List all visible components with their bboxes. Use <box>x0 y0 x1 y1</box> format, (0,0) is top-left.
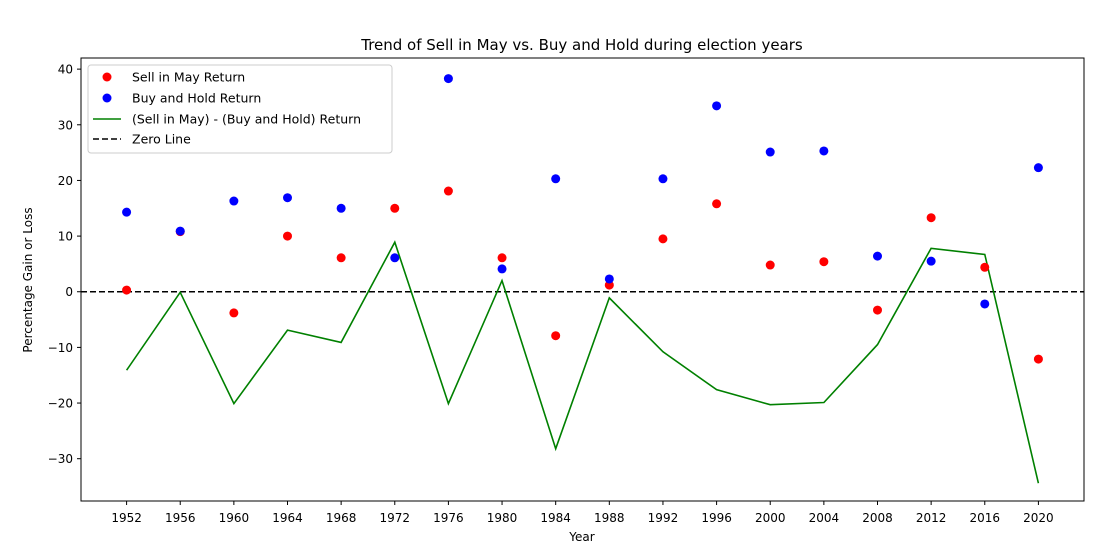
x-tick-label: 1960 <box>219 511 250 525</box>
buy-and-hold-point <box>765 147 775 157</box>
plot-area <box>81 74 1084 484</box>
x-tick-label: 1968 <box>326 511 357 525</box>
sell-in-may-point <box>819 257 829 267</box>
buy-and-hold-point <box>604 274 614 284</box>
legend-item-buy-and-hold-label: Buy and Hold Return <box>132 91 261 106</box>
y-tick-label: 10 <box>58 230 73 244</box>
y-tick-label: 0 <box>65 285 73 299</box>
y-tick-label: −10 <box>48 341 73 355</box>
buy-and-hold-point <box>443 74 453 84</box>
x-axis: 1952 1956 1960 1964 1968 1972 1976 1980 1984 1988… <box>111 501 1054 525</box>
buy-and-hold-point <box>283 193 292 203</box>
x-tick-label: 1996 <box>701 511 732 525</box>
x-axis-label: Year <box>568 530 594 543</box>
buy-and-hold-point <box>122 207 132 217</box>
x-tick-label: 2000 <box>755 511 786 525</box>
legend-frame <box>87 64 393 154</box>
x-tick-label: 2016 <box>969 511 1000 525</box>
legend: Sell in May Return Buy and Hold Return (Se… <box>87 64 393 154</box>
sell-in-may-point <box>1033 354 1043 364</box>
legend-item-zero-line-label: Zero Line <box>132 132 191 147</box>
x-tick-label: 2020 <box>1023 511 1054 525</box>
legend-item-difference-label: (Sell in May) - (Buy and Hold) Return <box>132 112 361 127</box>
x-tick-label: 1984 <box>540 511 571 525</box>
legend-item-sell-in-may-label: Sell in May Return <box>132 70 245 85</box>
buy-and-hold-point <box>658 174 668 184</box>
y-axis-label: Percentage Gain or Loss <box>21 207 35 352</box>
y-tick-label: −20 <box>48 397 73 411</box>
buy-and-hold-point <box>873 251 882 261</box>
buy-and-hold-point <box>980 299 990 309</box>
buy-and-hold-point <box>926 256 936 266</box>
x-tick-label: 2008 <box>862 511 893 525</box>
buy-and-hold-point <box>551 174 561 184</box>
buy-and-hold-point <box>229 196 239 206</box>
buy-and-hold-point <box>1033 163 1043 173</box>
x-tick-label: 1976 <box>433 511 464 525</box>
y-tick-label: −30 <box>48 452 73 466</box>
plot-frame <box>80 57 1085 502</box>
x-tick-label: 1980 <box>487 511 518 525</box>
sell-in-may-point <box>873 305 882 315</box>
sell-in-may-point <box>712 199 722 209</box>
x-tick-label: 2012 <box>916 511 947 525</box>
y-tick-label: 30 <box>58 118 73 132</box>
y-tick-label: 40 <box>58 63 73 77</box>
buy-and-hold-point <box>497 264 507 274</box>
sell-in-may-point <box>765 260 775 270</box>
buy-and-hold-point <box>175 226 185 236</box>
sell-in-may-point <box>390 203 400 213</box>
x-tick-label: 1992 <box>648 511 679 525</box>
buy-and-hold-point <box>712 101 722 111</box>
y-axis: −30 −20 −10 0 10 20 30 40 <box>48 63 81 466</box>
legend-item-sell-in-may-marker <box>102 72 112 82</box>
x-tick-label: 1972 <box>379 511 410 525</box>
y-tick-label: 20 <box>58 174 73 188</box>
x-tick-label: 1952 <box>111 511 142 525</box>
x-tick-label: 1988 <box>594 511 625 525</box>
sell-in-may-point <box>283 231 292 241</box>
sell-in-may-point <box>551 331 561 341</box>
buy-and-hold-point <box>390 253 400 263</box>
sell-in-may-point <box>926 213 936 223</box>
sell-in-may-point <box>980 262 990 272</box>
buy-and-hold-point <box>336 203 346 213</box>
buy-and-hold-point <box>819 146 829 156</box>
sell-in-may-point <box>497 253 507 263</box>
difference-line <box>125 240 1040 484</box>
sell-in-may-point <box>443 186 453 196</box>
x-tick-label: 2004 <box>809 511 840 525</box>
sell-in-may-point <box>336 253 346 263</box>
x-tick-label: 1964 <box>272 511 303 525</box>
chart-title: Trend of Sell in May vs. Buy and Hold du… <box>360 36 803 54</box>
x-tick-label: 1956 <box>165 511 196 525</box>
sell-in-may-point <box>658 234 668 244</box>
sell-in-may-point <box>122 285 132 295</box>
sell-in-may-point <box>229 308 239 318</box>
legend-item-buy-and-hold-marker <box>102 93 112 103</box>
